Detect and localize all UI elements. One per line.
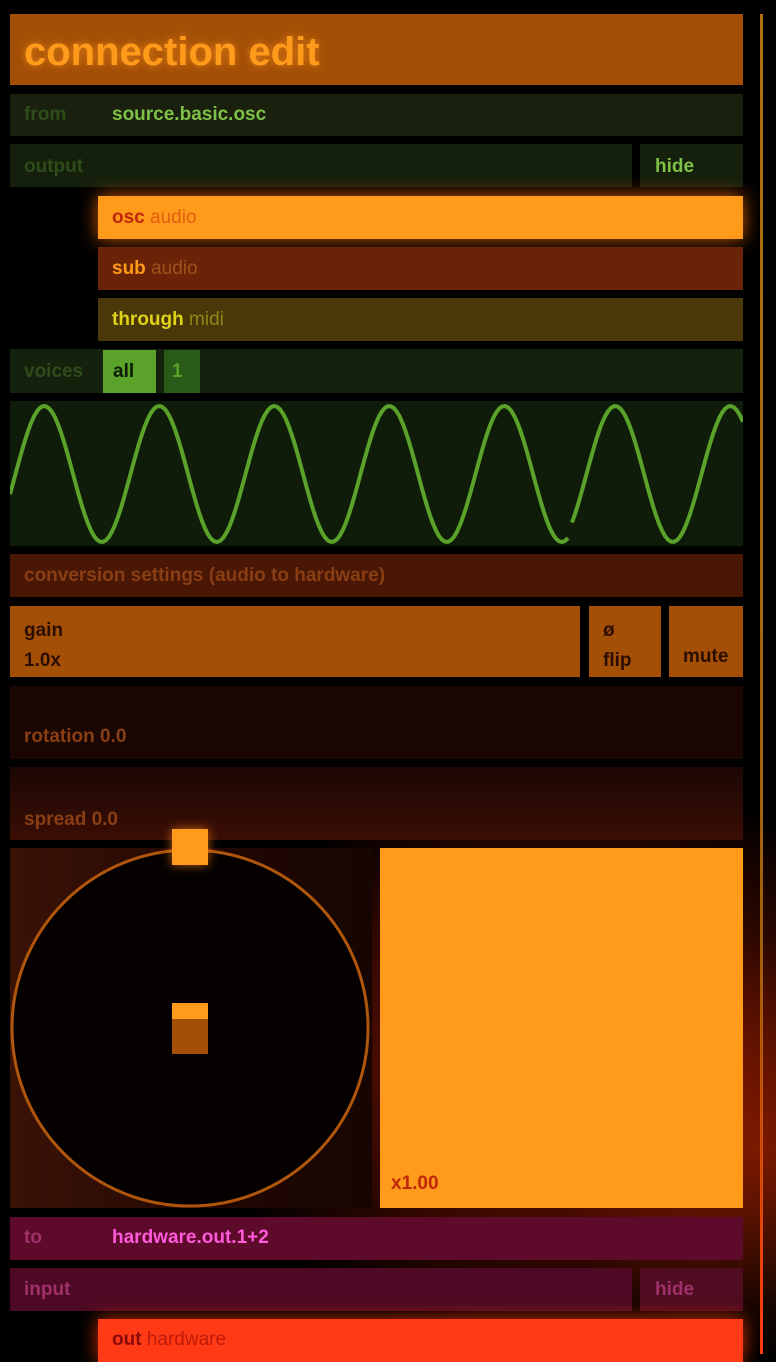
port-name: through <box>112 309 184 330</box>
waveform-display <box>8 401 745 546</box>
to-destination-name[interactable]: hardware.out.1+2 <box>112 1227 269 1248</box>
voices-all-button[interactable]: all <box>103 350 156 393</box>
output-label: output <box>24 156 84 177</box>
level-value: x1.00 <box>391 1173 439 1194</box>
from-label: from <box>24 104 67 125</box>
port-type: midi <box>189 309 224 330</box>
input-hide-button[interactable]: hide <box>640 1268 743 1311</box>
to-label: to <box>24 1227 42 1248</box>
phase-flip-label: flip <box>603 650 632 671</box>
voices-1-button[interactable]: 1 <box>164 350 200 393</box>
port-name: osc <box>112 207 145 228</box>
to-row: to hardware.out.1+2 <box>10 1217 743 1260</box>
input-port-out[interactable]: out hardware <box>98 1319 743 1362</box>
rotation-handle[interactable] <box>172 829 208 865</box>
waveform-trace <box>8 403 570 545</box>
port-name: sub <box>112 258 146 279</box>
from-source-name[interactable]: source.basic.osc <box>112 104 267 125</box>
scrollbar[interactable] <box>760 14 763 1354</box>
output-port-through[interactable]: through midi <box>98 298 743 341</box>
conversion-settings-header: conversion settings (audio to hardware) <box>10 554 743 597</box>
rotation-slider[interactable]: rotation 0.0 <box>10 686 743 759</box>
voices-label: voices <box>24 361 84 382</box>
port-name: out <box>112 1329 142 1350</box>
port-type: hardware <box>146 1329 227 1350</box>
gain-control[interactable]: gain 1.0x <box>10 606 580 677</box>
output-row: output <box>10 144 632 187</box>
mute-button[interactable]: mute <box>669 606 743 677</box>
output-port-osc[interactable]: osc audio <box>98 196 743 239</box>
phase-flip-symbol: ø <box>603 620 615 641</box>
waveform-trace-secondary <box>570 404 745 544</box>
port-type: audio <box>151 258 198 279</box>
input-label: input <box>24 1279 71 1300</box>
port-type: audio <box>150 207 197 228</box>
pan-circle-panel[interactable] <box>10 848 372 1208</box>
output-port-sub[interactable]: sub audio <box>98 247 743 290</box>
output-hide-button[interactable]: hide <box>640 144 743 187</box>
phase-flip-button[interactable]: ø flip <box>589 606 661 677</box>
level-meter[interactable]: x1.00 <box>380 848 743 1208</box>
gain-label: gain <box>24 620 64 641</box>
input-row: input <box>10 1268 632 1311</box>
gain-value: 1.0x <box>24 650 61 671</box>
from-row: from source.basic.osc <box>10 94 743 136</box>
pan-center-marker-top <box>172 1003 208 1019</box>
waveform-svg <box>8 403 745 545</box>
spread-slider[interactable]: spread 0.0 <box>10 767 743 840</box>
page-title: connection edit <box>10 14 743 85</box>
